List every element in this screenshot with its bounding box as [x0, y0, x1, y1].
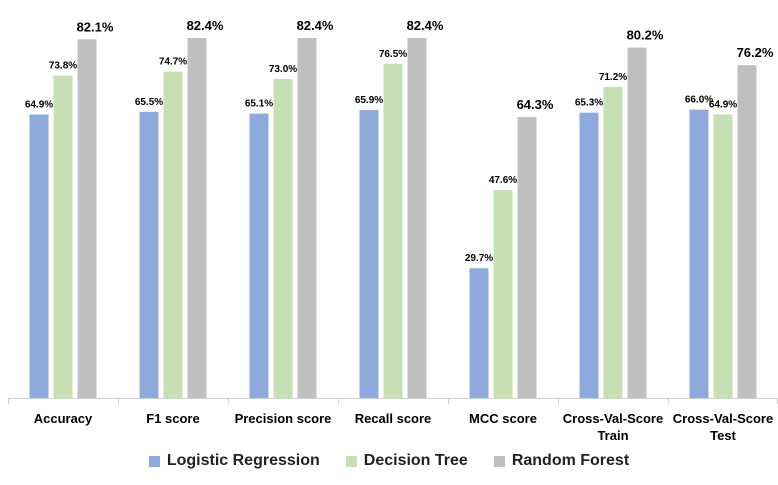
legend-item-decision-tree: Decision Tree — [345, 452, 468, 470]
bar-random-forest — [627, 47, 647, 399]
bar-decision-tree — [493, 190, 513, 398]
bar-decision-tree — [603, 86, 623, 398]
bar-random-forest — [737, 65, 757, 399]
category-label: Cross-Val-Score — [563, 411, 663, 426]
data-label-decision-tree: 76.5% — [379, 49, 407, 60]
data-label-decision-tree: 73.0% — [269, 64, 297, 75]
category-label: Precision score — [235, 411, 332, 426]
bar-decision-tree — [383, 63, 403, 398]
bar-logistic-regression — [249, 113, 269, 399]
category-label: Train — [597, 428, 628, 443]
bar-logistic-regression — [689, 109, 709, 398]
data-label-decision-tree: 47.6% — [489, 175, 517, 186]
data-label-logistic-regression: 64.9% — [25, 99, 53, 110]
legend-swatch-random-forest — [493, 455, 505, 467]
data-label-logistic-regression: 66.0% — [685, 95, 713, 106]
bar-random-forest — [297, 38, 317, 398]
legend-item-logistic-regression: Logistic Regression — [148, 452, 320, 470]
bar-decision-tree — [713, 114, 733, 399]
data-label-random-forest: 64.3% — [517, 97, 554, 112]
bar-random-forest — [187, 38, 207, 398]
legend-swatch-logistic-regression — [148, 455, 160, 467]
legend-swatch-decision-tree — [345, 455, 357, 467]
data-label-decision-tree: 73.8% — [49, 61, 77, 72]
bar-random-forest — [77, 39, 97, 399]
data-label-logistic-regression: 65.9% — [355, 95, 383, 106]
data-label-decision-tree: 71.2% — [599, 72, 627, 83]
data-label-random-forest: 82.4% — [407, 18, 444, 33]
data-label-random-forest: 82.4% — [187, 18, 224, 33]
bar-logistic-regression — [469, 268, 489, 398]
data-label-random-forest: 76.2% — [737, 45, 774, 60]
bar-logistic-regression — [139, 111, 159, 398]
legend-label-logistic-regression: Logistic Regression — [166, 452, 320, 469]
data-label-logistic-regression: 65.1% — [245, 99, 273, 110]
bar-chart-plot: 64.9% 73.8% 82.1% Accuracy 65.5% 74.7% 82.4% F1… — [8, 18, 778, 443]
data-label-random-forest: 82.4% — [297, 18, 334, 33]
data-label-decision-tree: 64.9% — [709, 99, 737, 110]
legend: Logistic Regression Decision Tree Random… — [0, 452, 778, 470]
data-label-random-forest: 82.1% — [77, 19, 114, 34]
category-label: Recall score — [355, 411, 432, 426]
data-label-logistic-regression: 65.5% — [135, 97, 163, 108]
bar-random-forest — [517, 117, 537, 398]
bar-logistic-regression — [29, 114, 49, 399]
bar-random-forest — [407, 38, 427, 398]
bar-logistic-regression — [359, 110, 379, 399]
bar-logistic-regression — [579, 112, 599, 398]
bar-decision-tree — [53, 75, 73, 398]
bar-decision-tree — [273, 79, 293, 398]
data-label-decision-tree: 74.7% — [159, 57, 187, 68]
data-label-logistic-regression: 65.3% — [575, 98, 603, 109]
bar-decision-tree — [163, 71, 183, 398]
legend-label-decision-tree: Decision Tree — [363, 452, 468, 469]
legend-item-random-forest: Random Forest — [493, 452, 630, 470]
category-label: Cross-Val-Score — [673, 411, 773, 426]
data-label-logistic-regression: 29.7% — [465, 253, 493, 264]
data-label-random-forest: 80.2% — [627, 28, 664, 43]
legend-label-random-forest: Random Forest — [511, 452, 630, 469]
category-label: F1 score — [146, 411, 199, 426]
category-label: Test — [710, 428, 736, 443]
category-label: MCC score — [469, 411, 537, 426]
category-label: Accuracy — [34, 411, 93, 426]
